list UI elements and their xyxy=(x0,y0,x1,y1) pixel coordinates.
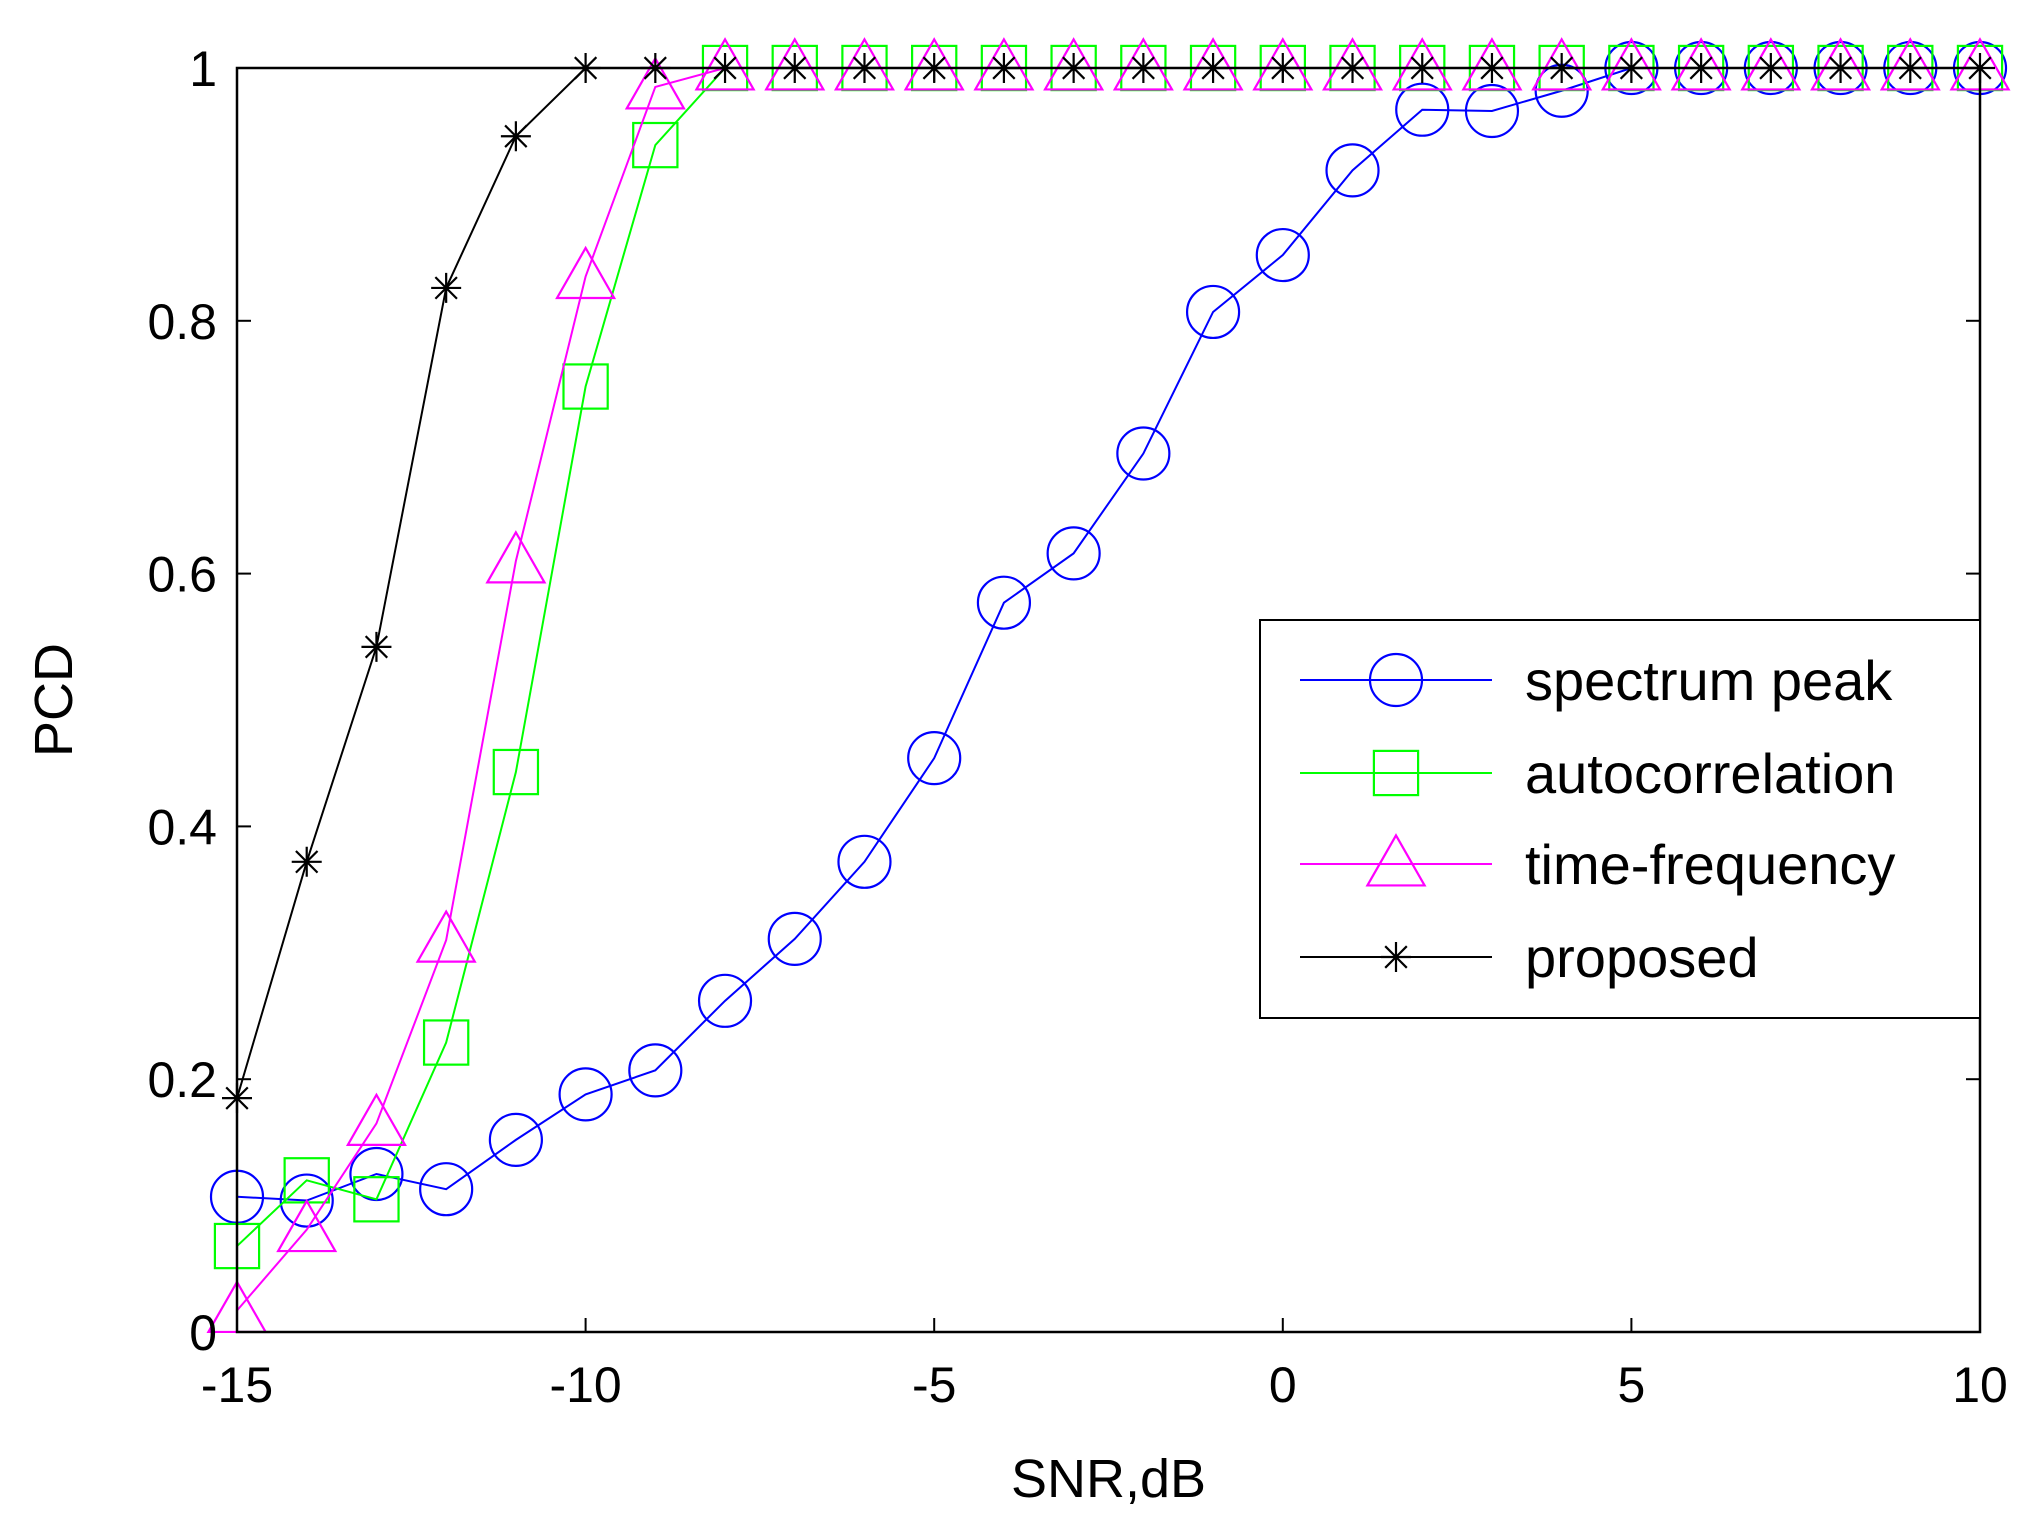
data-point-autocorrelation xyxy=(562,363,609,410)
x-tick-label: -10 xyxy=(549,1357,621,1413)
data-point-time-frequency xyxy=(1391,37,1453,91)
y-axis-label: PCD xyxy=(24,643,84,757)
data-point-spectrum-peak xyxy=(976,575,1032,630)
legend-marker-spectrum-peak xyxy=(1368,652,1424,708)
data-point-time-frequency xyxy=(1252,37,1314,91)
legend-marker-time-frequency xyxy=(1365,833,1427,887)
data-point-spectrum-peak xyxy=(1395,82,1450,137)
data-point-time-frequency xyxy=(1322,37,1384,91)
data-point-time-frequency xyxy=(1112,37,1174,91)
data-point-proposed xyxy=(500,121,531,152)
data-point-proposed xyxy=(291,846,322,877)
data-point-time-frequency xyxy=(415,909,477,963)
data-point-time-frequency xyxy=(973,37,1035,91)
y-tick-label: 0.2 xyxy=(147,1052,217,1108)
axis-ticks: -15 -10 -5 0 5 10 0 0.2 0.4 0.6 0.8 1 xyxy=(147,41,2007,1413)
data-point-time-frequency xyxy=(1879,37,1941,91)
legend-label-spectrum-peak: spectrum peak xyxy=(1525,649,1893,712)
x-axis-label: SNR,dB xyxy=(1011,1449,1206,1509)
data-point-time-frequency xyxy=(485,530,547,584)
data-point-spectrum-peak xyxy=(488,1112,543,1167)
data-point-spectrum-peak xyxy=(1046,526,1101,581)
legend-entries: spectrum peak autocorrelation time-frequen… xyxy=(1300,649,1895,989)
data-point-autocorrelation xyxy=(492,748,540,796)
data-point-time-frequency xyxy=(624,56,686,110)
data-point-spectrum-peak xyxy=(628,1043,683,1098)
data-point-spectrum-peak xyxy=(279,1173,334,1228)
y-tick-label: 0.8 xyxy=(147,294,217,350)
data-point-time-frequency xyxy=(1670,37,1732,91)
data-point-time-frequency xyxy=(1600,37,1662,91)
data-point-proposed xyxy=(361,631,392,662)
data-point-time-frequency xyxy=(1810,37,1872,91)
data-point-spectrum-peak xyxy=(1464,83,1520,139)
legend-marker-autocorrelation xyxy=(1372,749,1420,797)
x-tick-label: -15 xyxy=(201,1357,273,1413)
legend-marker-proposed xyxy=(1381,942,1411,972)
data-point-time-frequency xyxy=(903,37,965,91)
legend-item-time-frequency: time-frequency xyxy=(1300,833,1895,896)
data-point-spectrum-peak xyxy=(1185,284,1241,340)
data-point-time-frequency xyxy=(1531,37,1593,91)
x-tick-label: 0 xyxy=(1269,1357,1297,1413)
data-point-time-frequency xyxy=(1182,37,1244,91)
legend: spectrum peak autocorrelation time-frequen… xyxy=(1259,619,1981,1019)
data-point-spectrum-peak xyxy=(907,731,962,786)
data-point-spectrum-peak xyxy=(419,1162,474,1217)
data-point-time-frequency xyxy=(1740,37,1802,91)
legend-item-proposed: proposed xyxy=(1300,926,1759,989)
data-point-time-frequency xyxy=(764,37,826,91)
data-point-spectrum-peak xyxy=(767,911,822,966)
data-point-spectrum-peak xyxy=(558,1067,613,1122)
data-point-spectrum-peak xyxy=(697,973,753,1028)
data-point-time-frequency xyxy=(694,37,756,91)
data-point-time-frequency xyxy=(833,37,895,91)
data-point-time-frequency xyxy=(555,245,617,300)
data-point-autocorrelation xyxy=(422,1019,470,1066)
y-tick-label: 0 xyxy=(189,1305,217,1361)
legend-item-autocorrelation: autocorrelation xyxy=(1300,742,1895,805)
data-point-spectrum-peak xyxy=(1255,227,1310,283)
data-point-proposed xyxy=(431,272,462,303)
data-point-spectrum-peak xyxy=(1116,426,1171,481)
y-tick-label: 1 xyxy=(189,41,217,97)
legend-item-spectrum-peak: spectrum peak xyxy=(1300,649,1893,712)
data-point-spectrum-peak xyxy=(1325,143,1380,198)
y-tick-label: 0.4 xyxy=(147,799,217,855)
data-point-autocorrelation xyxy=(353,1176,400,1223)
x-tick-label: 5 xyxy=(1617,1357,1645,1413)
legend-label-autocorrelation: autocorrelation xyxy=(1525,742,1895,805)
data-point-spectrum-peak xyxy=(837,834,892,889)
y-tick-label: 0.6 xyxy=(147,547,217,603)
data-point-time-frequency xyxy=(276,1198,338,1253)
data-point-time-frequency xyxy=(1461,37,1523,91)
data-point-time-frequency xyxy=(345,1092,407,1146)
x-tick-label: -5 xyxy=(912,1357,956,1413)
data-point-time-frequency xyxy=(1043,37,1105,91)
x-tick-label: 10 xyxy=(1952,1357,2008,1413)
legend-label-time-frequency: time-frequency xyxy=(1525,833,1895,896)
legend-label-proposed: proposed xyxy=(1525,926,1759,989)
legend-box xyxy=(1259,619,1981,1019)
